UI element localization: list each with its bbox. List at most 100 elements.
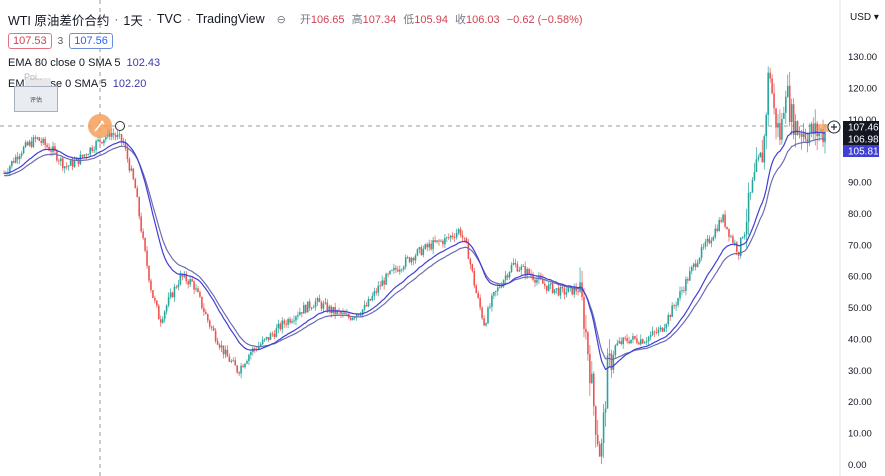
candle-body: [771, 78, 773, 94]
candle-body: [504, 275, 507, 281]
add-alert-button[interactable]: [827, 120, 841, 134]
candle-body: [589, 354, 591, 384]
price-tick-label: 40.00: [848, 334, 872, 345]
candle-body: [134, 179, 137, 189]
candle-body: [714, 228, 717, 238]
candle-body: [710, 240, 713, 244]
candle-body: [575, 287, 577, 292]
candle-body: [259, 344, 262, 346]
candle-body: [712, 237, 715, 241]
candle-body: [150, 280, 152, 291]
price-tag-bg: [843, 121, 879, 133]
price-tick-label: 10.00: [848, 429, 872, 440]
candle-body: [451, 235, 454, 238]
candle-body: [700, 247, 703, 258]
candle-body: [610, 353, 613, 370]
price-tick-label: 90.00: [848, 178, 872, 189]
candle-body: [736, 242, 738, 252]
candle-body: [645, 341, 648, 343]
candle-body: [308, 301, 311, 309]
candle-body: [475, 285, 478, 294]
candle-body: [91, 147, 93, 151]
drawing-anchor-handle[interactable]: [115, 121, 125, 131]
candle-body: [79, 154, 82, 165]
candle-body: [657, 329, 660, 333]
candle-body: [244, 363, 246, 368]
price-tick-label: 0.00: [848, 460, 867, 471]
candle-body: [56, 150, 58, 161]
candle-body: [177, 284, 180, 288]
source-label: TVC: [156, 12, 182, 26]
candle-body: [800, 133, 803, 137]
candle-body: [142, 231, 144, 239]
candle-body: [89, 147, 92, 155]
candle-body: [520, 266, 523, 271]
candle-body: [322, 303, 325, 309]
candle-body: [587, 332, 589, 355]
candle-body: [810, 123, 813, 133]
candle-body: [24, 142, 27, 148]
candle-body: [54, 146, 56, 151]
candle-body: [404, 257, 407, 267]
candle-body: [324, 302, 327, 304]
candle-body: [105, 136, 107, 140]
candle-body: [312, 307, 315, 309]
candle-body: [297, 315, 299, 317]
candle-body: [316, 298, 319, 302]
candle-body: [765, 114, 768, 137]
candle-body: [101, 141, 103, 144]
candle-body: [12, 161, 15, 163]
candle-body: [16, 156, 19, 160]
candle-body: [332, 306, 334, 314]
price-tick-label: 70.00: [848, 240, 872, 251]
candle-body: [44, 138, 46, 145]
candle-body: [236, 365, 238, 373]
tooltip-popup[interactable]: 评估: [14, 86, 58, 112]
candle-body: [40, 140, 43, 143]
candle-body: [344, 312, 346, 315]
candle-body: [130, 168, 133, 171]
candle-body: [522, 266, 525, 267]
candle-body: [814, 123, 817, 135]
buy-button[interactable]: 107.56: [69, 33, 113, 49]
candle-body: [38, 137, 41, 141]
sell-button[interactable]: 107.53: [8, 33, 52, 49]
candle-body: [408, 257, 411, 263]
candle-body: [279, 323, 282, 330]
candle-body: [120, 134, 123, 142]
candle-body: [751, 179, 754, 193]
indicator-legend-2[interactable]: EM se 0 SMA 5 102.20: [8, 78, 147, 90]
indicator-legend-1[interactable]: EMA 80 close 0 SMA 5 102.43: [8, 57, 161, 69]
candle-body: [757, 157, 760, 160]
candle-body: [496, 287, 499, 291]
candle-body: [257, 345, 260, 350]
candle-body: [383, 280, 385, 285]
candle-body: [561, 286, 564, 289]
hide-legend-icon[interactable]: ⊖: [276, 13, 286, 26]
candle-body: [157, 305, 160, 320]
symbol-title[interactable]: WTI 原油差价合约: [8, 13, 110, 28]
cursor-highlight: [88, 114, 112, 138]
candle-body: [330, 306, 333, 314]
candle-body: [822, 129, 824, 143]
interval-label[interactable]: 1天: [123, 13, 143, 28]
candle-body: [30, 141, 33, 147]
candle-body: [495, 290, 497, 293]
candle-body: [389, 270, 391, 274]
candle-body: [604, 408, 607, 413]
candle-body: [387, 273, 389, 275]
candle-body: [263, 338, 266, 340]
candle-body: [432, 240, 434, 250]
candle-body: [140, 216, 142, 232]
candle-body: [542, 279, 544, 284]
candle-body: [206, 314, 209, 321]
candle-body: [250, 351, 252, 355]
candle-body: [641, 339, 644, 344]
candle-body: [608, 353, 611, 356]
candle-body: [516, 264, 519, 272]
currency-selector[interactable]: USD ▾: [850, 12, 879, 23]
candle-body: [201, 296, 203, 309]
candle-body: [536, 279, 538, 283]
